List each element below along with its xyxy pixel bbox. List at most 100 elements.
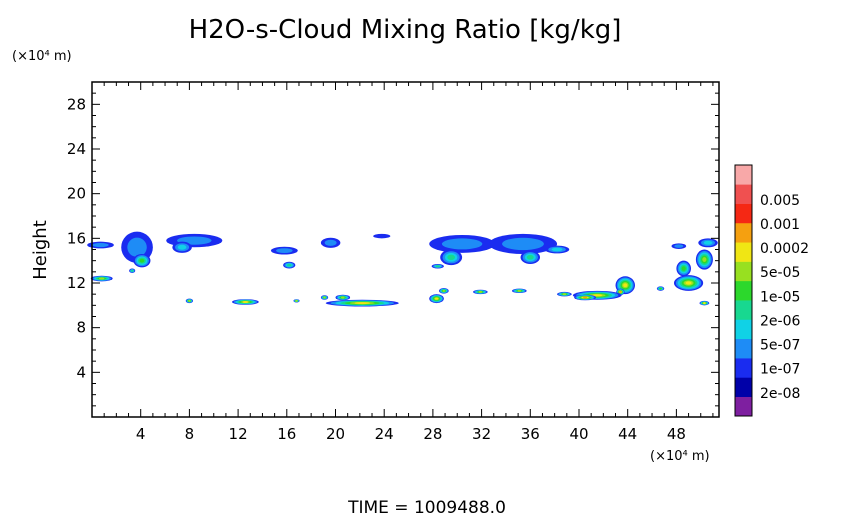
cloud-patch	[656, 286, 665, 291]
cloud-contour	[324, 239, 337, 246]
cloud-contour	[354, 302, 370, 305]
colorbar: 0.005 0.001 0.0002 5e-05 1e-05 2e-06 5e-07 1e-0…	[734, 164, 809, 417]
y-tick-label: 28	[67, 95, 86, 113]
cloud-patch	[438, 288, 449, 294]
cloud-contour	[502, 237, 544, 251]
cloud-patch	[320, 295, 329, 300]
x-axis-ticks: 4 8 12 16 20 24 28 32 36 40 44 48	[103, 82, 714, 443]
cloud-contour	[99, 277, 105, 280]
cloud-contour	[373, 233, 391, 239]
cloud-patch	[512, 288, 527, 294]
y-unit-label: (×10⁴ m)	[12, 49, 72, 64]
cloud-patch	[440, 249, 463, 266]
cloud-contour	[323, 296, 326, 299]
cloud-patch	[293, 299, 300, 303]
cloud-contour	[276, 248, 293, 254]
x-tick-label: 48	[667, 425, 686, 443]
x-tick-label: 8	[185, 425, 195, 443]
cloud-contour	[435, 297, 439, 300]
colorbar-swatch	[735, 377, 752, 397]
cloud-patch	[544, 245, 570, 254]
cloud-contour	[623, 283, 628, 288]
cloud-patch	[232, 299, 259, 305]
x-tick-label: 32	[472, 425, 491, 443]
cloud-contour	[685, 281, 692, 285]
colorbar-label: 5e-07	[760, 338, 800, 354]
colorbar-swatch	[735, 242, 752, 262]
cloud-patch	[699, 300, 710, 306]
cloud-patch	[87, 241, 114, 249]
time-label: TIME = 1009488.0	[347, 498, 506, 518]
cloud-contour	[674, 244, 684, 248]
cloud-patch	[325, 299, 399, 307]
cloud-contour	[442, 289, 446, 292]
cloud-field	[87, 231, 718, 307]
x-tick-label: 44	[618, 425, 637, 443]
x-tick-label: 40	[569, 425, 588, 443]
cloud-contour	[703, 302, 706, 305]
cloud-contour	[130, 269, 134, 272]
x-unit-label: (×10⁴ m)	[650, 449, 710, 464]
colorbar-swatch	[735, 165, 752, 185]
colorbar-label: 0.005	[760, 193, 800, 209]
cloud-patch	[673, 275, 704, 291]
cloud-contour	[703, 240, 713, 245]
colorbar-swatch	[735, 396, 752, 417]
colorbar-swatch	[735, 261, 752, 282]
cloud-contour	[441, 238, 483, 250]
cloud-contour	[435, 265, 440, 268]
cloud-patch	[488, 233, 558, 254]
cloud-patch	[270, 246, 298, 255]
cloud-contour	[659, 287, 662, 290]
cloud-patch	[676, 260, 691, 277]
y-axis-ticks: 4 8 12 16 20 24 28	[67, 92, 719, 407]
cloud-patch	[283, 261, 296, 269]
cloud-contour	[583, 296, 588, 299]
cloud-patch	[129, 268, 136, 273]
colorbar-swatch	[735, 222, 752, 243]
cloud-contour	[177, 244, 187, 250]
x-tick-label: 12	[229, 425, 248, 443]
x-tick-label: 20	[326, 425, 345, 443]
cloud-contour	[517, 289, 522, 292]
colorbar-label: 1e-05	[760, 289, 800, 305]
x-tick-label: 16	[277, 425, 296, 443]
cloud-patch	[429, 234, 495, 253]
cloud-contour	[295, 299, 298, 302]
cloud-patch	[335, 294, 351, 301]
colorbar-label: 2e-08	[760, 386, 800, 402]
colorbar-swatch	[735, 338, 752, 359]
cloud-patch	[557, 291, 572, 297]
colorbar-swatch	[735, 319, 752, 340]
cloud-patch	[320, 237, 341, 248]
cloud-contour	[188, 299, 191, 302]
cloud-patch	[133, 253, 151, 268]
x-tick-label: 4	[136, 425, 146, 443]
cloud-contour	[526, 254, 534, 260]
cloud-contour	[139, 258, 145, 263]
cloud-patch	[695, 249, 713, 270]
colorbar-swatch	[735, 203, 752, 224]
colorbar-swatch	[735, 184, 752, 204]
colorbar-swatch	[735, 358, 752, 378]
colorbar-label: 0.0002	[760, 241, 809, 257]
cloud-contour	[551, 247, 563, 252]
colorbar-label: 0.001	[760, 217, 800, 233]
colorbar-frame	[734, 164, 753, 417]
plot-background	[92, 82, 719, 417]
cloud-patch	[172, 241, 192, 253]
y-tick-label: 20	[67, 185, 86, 203]
y-tick-label: 12	[67, 274, 86, 292]
cloud-contour	[242, 300, 249, 303]
cloud-patch	[671, 243, 687, 249]
colorbar-swatch	[735, 300, 752, 320]
cloud-patch	[574, 294, 597, 301]
cloud-patch	[431, 264, 444, 269]
cloud-patch	[90, 275, 113, 282]
colorbar-label: 1e-07	[760, 362, 800, 378]
cloud-patch	[185, 298, 194, 304]
x-tick-label: 36	[521, 425, 540, 443]
cloud-contour	[592, 294, 603, 297]
